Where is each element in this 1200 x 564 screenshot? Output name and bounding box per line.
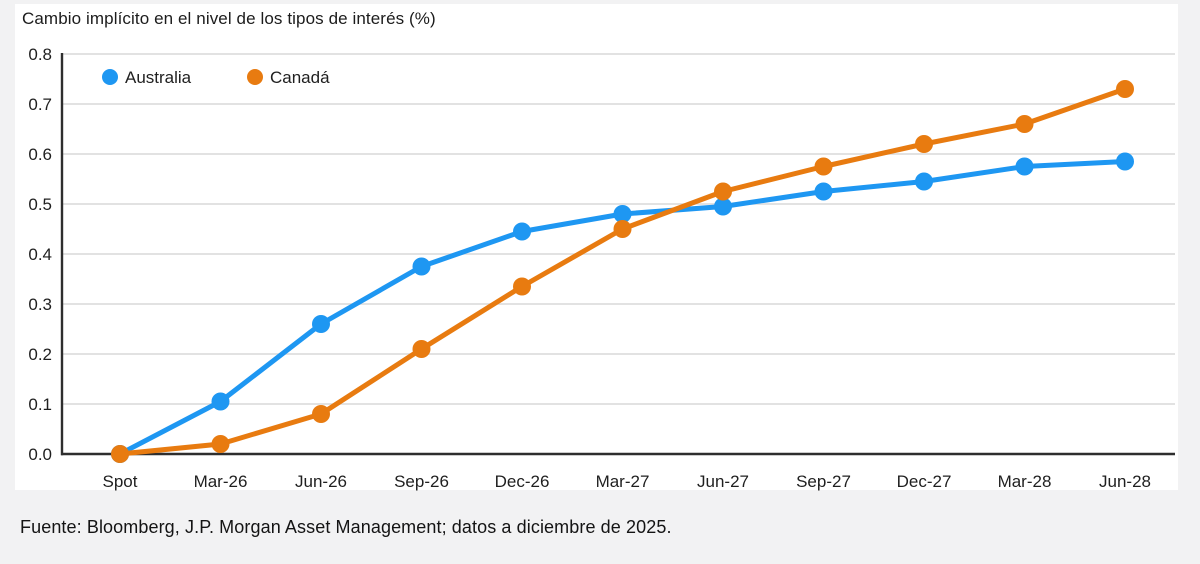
source-note: Fuente: Bloomberg, J.P. Morgan Asset Man… bbox=[20, 517, 672, 537]
y-tick-label: 0.3 bbox=[28, 295, 52, 314]
data-point-australia bbox=[814, 182, 833, 201]
legend-swatch-canada bbox=[247, 69, 263, 85]
x-tick-label: Mar-27 bbox=[596, 472, 650, 491]
y-tick-label: 0.8 bbox=[28, 45, 52, 64]
data-point-australia bbox=[211, 392, 230, 411]
data-point-australia bbox=[613, 205, 632, 223]
data-point-australia bbox=[1015, 157, 1034, 176]
data-point-canada bbox=[312, 405, 330, 423]
data-point-australia bbox=[714, 197, 732, 216]
data-point-canada bbox=[211, 435, 230, 453]
data-point-australia bbox=[1116, 152, 1134, 171]
data-point-canada bbox=[814, 157, 833, 176]
data-point-canada bbox=[613, 220, 632, 238]
line-chart: 0.8 0.7 0.6 0.5 0.4 0.3 0.2 0.1 0.0 Spot Mar-26 Jun… bbox=[28, 45, 1175, 491]
x-tick-label: Mar-28 bbox=[998, 472, 1052, 491]
x-tick-label: Spot bbox=[103, 472, 138, 491]
legend-swatch-australia bbox=[102, 69, 118, 85]
x-tick-label: Sep-26 bbox=[394, 472, 449, 491]
x-tick-label: Jun-26 bbox=[295, 472, 347, 491]
series-line-canada bbox=[117, 86, 1128, 457]
x-tick-label: Dec-26 bbox=[495, 472, 550, 491]
x-tick-label: Dec-27 bbox=[897, 472, 952, 491]
data-point-canada bbox=[412, 340, 431, 358]
y-tick-label: 0.6 bbox=[28, 145, 52, 164]
legend-label-canada: Canadá bbox=[270, 68, 330, 87]
x-tick-label: Jun-28 bbox=[1099, 472, 1151, 491]
y-tick-label: 0.5 bbox=[28, 195, 52, 214]
data-point-canada bbox=[915, 135, 933, 153]
x-tick-label: Sep-27 bbox=[796, 472, 851, 491]
data-point-canada bbox=[714, 182, 732, 201]
y-tick-label: 0.2 bbox=[28, 345, 52, 364]
data-point-canada bbox=[1116, 80, 1134, 98]
y-tick-label: 0.4 bbox=[28, 245, 52, 264]
x-tick-label: Mar-26 bbox=[194, 472, 248, 491]
data-point-canada bbox=[513, 277, 531, 296]
data-point-canada bbox=[1015, 115, 1034, 133]
x-tick-label: Jun-27 bbox=[697, 472, 749, 491]
data-point-canada bbox=[111, 445, 129, 463]
legend-label-australia: Australia bbox=[125, 68, 192, 87]
y-tick-label: 0.0 bbox=[28, 445, 52, 464]
data-point-australia bbox=[915, 172, 933, 191]
y-tick-label: 0.1 bbox=[28, 395, 52, 414]
y-tick-label: 0.7 bbox=[28, 95, 52, 114]
chart-title: Cambio implícito en el nivel de los tipo… bbox=[22, 9, 436, 28]
data-point-australia bbox=[513, 222, 531, 241]
data-point-australia bbox=[312, 315, 330, 333]
data-point-australia bbox=[412, 257, 431, 276]
